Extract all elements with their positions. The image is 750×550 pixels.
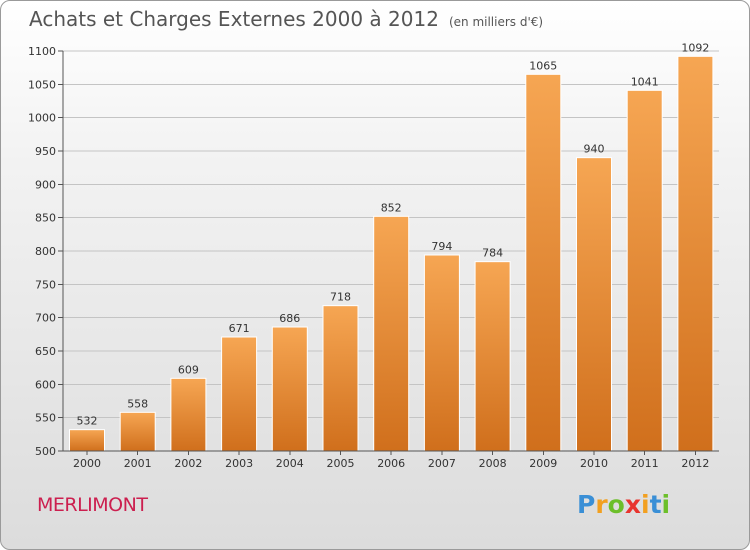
bar: [423, 254, 460, 452]
x-tick-label: 2009: [529, 457, 557, 470]
bar-value-label: 1065: [529, 59, 557, 72]
y-tick-label: 800: [35, 245, 56, 258]
y-tick-label: 500: [35, 445, 56, 458]
logo-letter: x: [624, 490, 641, 519]
bar-value-label: 1041: [631, 75, 659, 88]
x-tick-label: 2010: [580, 457, 608, 470]
y-tick-label: 550: [35, 412, 56, 425]
logo-letter: o: [607, 490, 625, 519]
bar: [474, 261, 511, 452]
bar: [322, 305, 359, 452]
x-tick-label: 2005: [327, 457, 355, 470]
bar: [626, 89, 663, 452]
y-tick-label: 600: [35, 378, 56, 391]
y-tick-label: 700: [35, 312, 56, 325]
bar-value-label: 532: [77, 415, 98, 428]
x-tick-label: 2012: [681, 457, 709, 470]
logo-letter: r: [595, 490, 608, 519]
x-tick-label: 2002: [174, 457, 202, 470]
x-tick-label: 2011: [631, 457, 659, 470]
y-tick-label: 950: [35, 145, 56, 158]
x-tick-label: 2006: [377, 457, 405, 470]
logo-letter: i: [641, 490, 650, 519]
bar-value-label: 794: [431, 240, 452, 253]
bars: 532 558 609 671 686 718 852 794 784 1065 940 1041 10…: [69, 41, 714, 452]
bar-value-label: 784: [482, 247, 503, 260]
proxiti-logo: Proxiti: [577, 490, 670, 519]
x-tick-label: 2007: [428, 457, 456, 470]
bar-value-label: 609: [178, 363, 199, 376]
x-tick-label: 2001: [124, 457, 152, 470]
y-tick-label: 650: [35, 345, 56, 358]
bar-value-label: 940: [584, 143, 605, 156]
bar: [69, 429, 105, 452]
x-tick-label: 2008: [479, 457, 507, 470]
logo-letter: i: [661, 490, 671, 519]
bar: [170, 377, 207, 452]
logo-letter: P: [577, 490, 596, 519]
bar-value-label: 1092: [681, 41, 709, 54]
x-axis: 2000 2001 2002 2003 2004 2005 2006 2007 2008 2009…: [63, 450, 719, 470]
bar: [576, 157, 612, 452]
bar-value-label: 671: [229, 322, 250, 335]
y-tick-label: 850: [35, 212, 56, 225]
x-tick-label: 2000: [73, 457, 101, 470]
chart-title-text: Achats et Charges Externes 2000 à 2012: [29, 7, 439, 31]
y-tick-label: 900: [35, 178, 56, 191]
y-tick-label: 1050: [28, 78, 56, 91]
chart-title: Achats et Charges Externes 2000 à 2012 (e…: [29, 7, 543, 31]
y-axis: 500 550 600 650 700 750 800 850 900 950 1000 1050 11…: [28, 45, 64, 458]
bar: [677, 55, 714, 452]
x-tick-label: 2003: [225, 457, 253, 470]
bar: [373, 215, 410, 452]
bar: [271, 326, 308, 452]
town-name: MERLIMONT: [37, 494, 148, 516]
x-tick-label: 2004: [276, 457, 304, 470]
bar-value-label: 718: [330, 291, 351, 304]
bar: [221, 336, 258, 452]
bar-value-label: 852: [381, 201, 402, 214]
bar: [525, 73, 562, 452]
y-tick-label: 750: [35, 278, 56, 291]
bar-value-label: 686: [279, 312, 300, 325]
y-tick-label: 1100: [28, 45, 56, 58]
logo-letter: t: [649, 490, 662, 519]
chart-unit: (en milliers d'€): [448, 15, 544, 29]
bar-value-label: 558: [127, 397, 148, 410]
y-tick-label: 1000: [28, 112, 56, 125]
bar: [119, 411, 156, 452]
